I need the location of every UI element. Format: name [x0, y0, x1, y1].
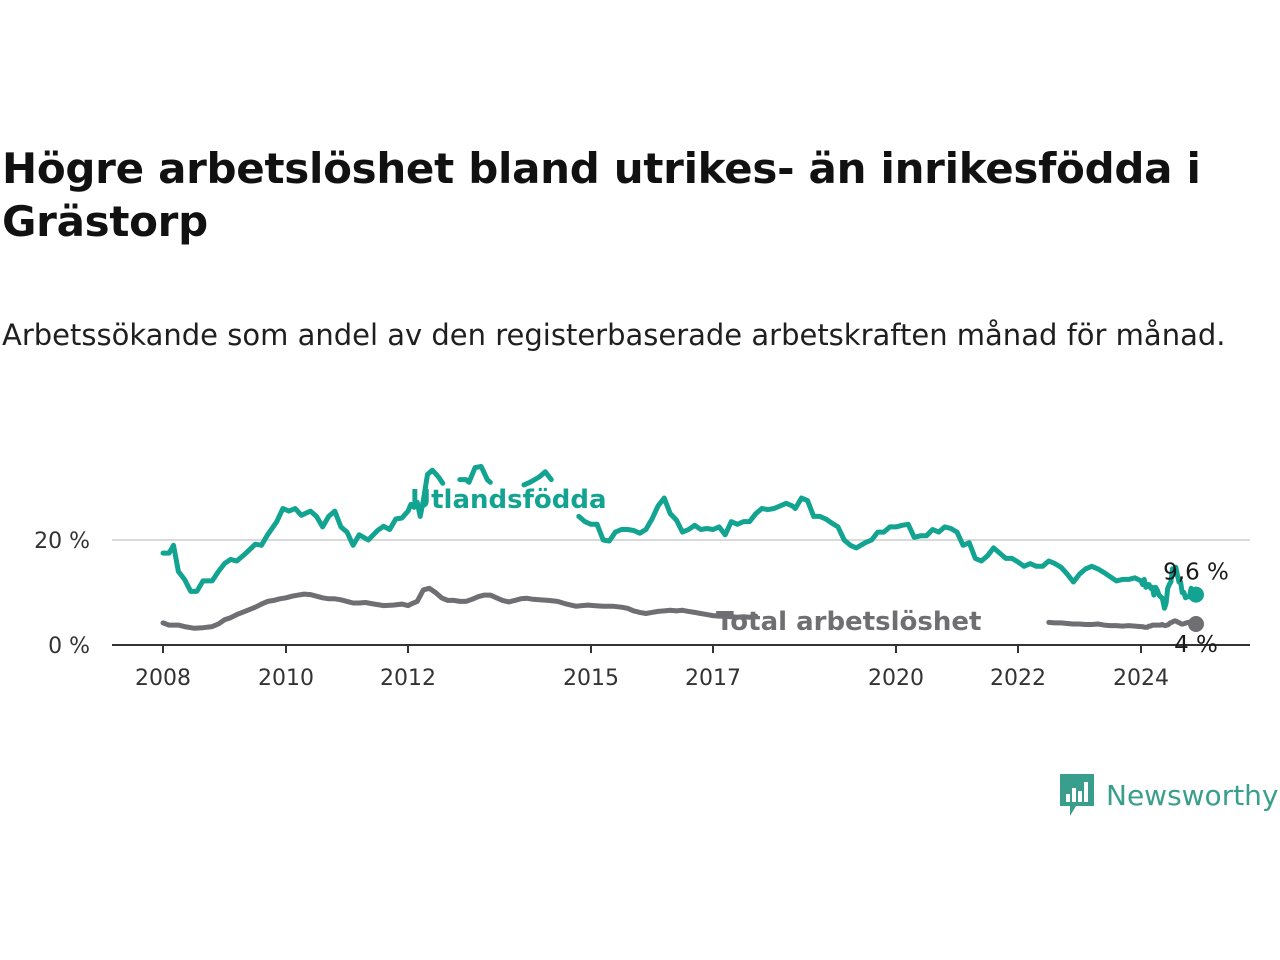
end-layer: 9,6 % 4 %: [1163, 560, 1229, 658]
y-tick-label: 20 %: [34, 529, 90, 554]
end-point-foreign-born: [1188, 586, 1204, 603]
x-tick-label: 2020: [868, 666, 924, 691]
series-label-foreign-born: Utlandsfödda: [410, 485, 607, 515]
line-chart: 0 %20 %2008 2010 2012 2015 2017 2020 2022 2024 …: [34, 464, 1250, 691]
series-line-foreign-born: [576, 495, 1199, 611]
x-tick-label: 2017: [685, 666, 741, 691]
x-tick-label: 2008: [135, 666, 191, 691]
series-line-total: [1046, 618, 1199, 630]
newsworthy-brand-name: Newsworthy: [1106, 778, 1279, 812]
x-tick-label: 2024: [1113, 666, 1169, 691]
series-line-foreign-born: [160, 467, 446, 594]
end-point-total: [1188, 616, 1204, 632]
end-label-foreign-born: 9,6 %: [1163, 560, 1229, 586]
newsworthy-logo: Newsworthy: [1058, 772, 1279, 818]
end-label-total: 4 %: [1174, 632, 1218, 658]
chart-subtitle: Arbetssökande som andel av den registerb…: [2, 318, 1226, 352]
series-layer: [160, 464, 1199, 631]
series-line-foreign-born: [521, 469, 554, 488]
x-tick-label: 2015: [563, 666, 619, 691]
series-line-total: [160, 585, 759, 631]
axis-layer: 0 % 20 % 2008 2010 2012 2015 2017 2020 2022 2024: [34, 529, 1250, 691]
x-tick-label: 2012: [380, 666, 436, 691]
series-line-foreign-born: [457, 464, 493, 485]
newsworthy-logo-icon: [1060, 774, 1094, 816]
chart-title: Högre arbetslöshet bland utrikes- än inr…: [2, 144, 1201, 246]
y-tick-label: 0 %: [48, 634, 90, 659]
series-label-total-unemployment: Total arbetslöshet: [716, 607, 981, 637]
x-tick-label: 2010: [258, 666, 314, 691]
x-tick-label: 2022: [990, 666, 1046, 691]
